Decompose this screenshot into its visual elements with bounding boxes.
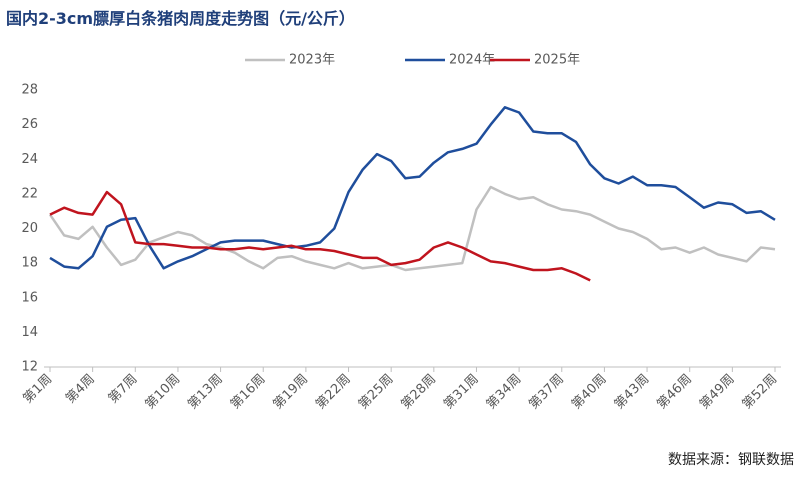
x-tick-label: 第1周 bbox=[20, 372, 55, 407]
x-tick-label: 第16周 bbox=[228, 372, 269, 413]
x-tick-label: 第19周 bbox=[270, 372, 311, 413]
legend-label: 2024年 bbox=[449, 53, 495, 68]
y-tick-label: 12 bbox=[21, 360, 38, 375]
y-tick-label: 20 bbox=[21, 221, 38, 236]
y-tick-label: 26 bbox=[21, 117, 38, 132]
x-tick-label: 第52周 bbox=[740, 372, 781, 413]
x-tick-label: 第31周 bbox=[441, 372, 482, 413]
y-tick-label: 24 bbox=[21, 152, 38, 167]
series-line bbox=[48, 185, 776, 272]
x-tick-label: 第13周 bbox=[185, 372, 226, 413]
x-tick-label: 第10周 bbox=[143, 372, 184, 413]
y-tick-label: 18 bbox=[21, 256, 38, 271]
legend-label: 2025年 bbox=[534, 53, 580, 68]
x-tick-label: 第7周 bbox=[106, 372, 141, 407]
series-line bbox=[49, 190, 591, 282]
x-tick-label: 第28周 bbox=[398, 372, 439, 413]
source: 数据来源：钢联数据 bbox=[668, 452, 794, 468]
legend-label: 2023年 bbox=[289, 53, 335, 68]
y-tick-label: 16 bbox=[21, 290, 38, 305]
x-tick-label: 第25周 bbox=[356, 372, 397, 413]
y-tick-label: 14 bbox=[21, 325, 38, 340]
x-tick-label: 第34周 bbox=[484, 372, 525, 413]
x-tick-label: 第22周 bbox=[313, 372, 354, 413]
x-tick-label: 第49周 bbox=[697, 372, 738, 413]
y-tick-label: 22 bbox=[21, 186, 38, 201]
x-tick-label: 第40周 bbox=[569, 372, 610, 413]
x-tick-label: 第43周 bbox=[612, 372, 653, 413]
y-tick-label: 28 bbox=[21, 83, 38, 98]
chart-title: 国内2-3cm膘厚白条猪肉周度走势图（元/公斤） bbox=[6, 9, 355, 28]
x-tick-label: 第4周 bbox=[63, 372, 98, 407]
x-tick-label: 第46周 bbox=[654, 372, 695, 413]
x-tick-label: 第37周 bbox=[526, 372, 567, 413]
series-line bbox=[49, 106, 776, 270]
